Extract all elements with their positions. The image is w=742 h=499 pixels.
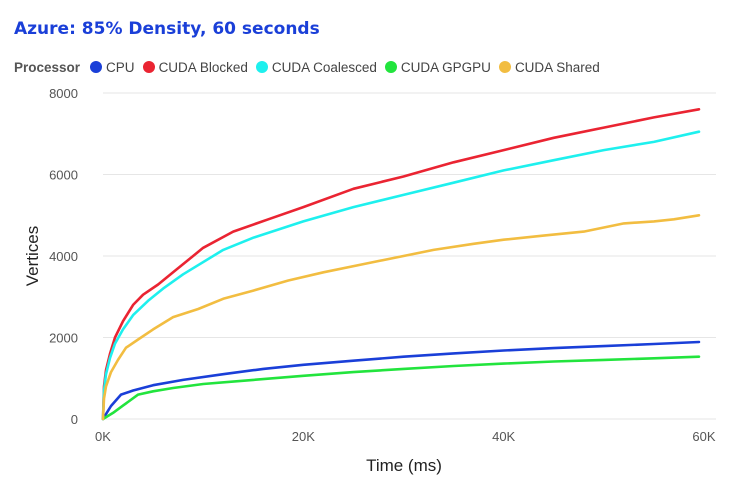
legend-label-cuda-blocked: CUDA Blocked <box>158 59 248 75</box>
gridlines <box>103 92 716 420</box>
x-tick-label: 20K <box>292 429 315 444</box>
y-tick-label: 0 <box>71 412 78 427</box>
series-line-cuda-blocked <box>101 108 701 421</box>
series-line-cuda-coalesced <box>101 130 701 421</box>
legend-label-cpu: CPU <box>106 59 135 75</box>
y-axis-ticks: 0 2000 4000 6000 8000 <box>49 86 78 427</box>
legend-label-cuda-gpgpu: CUDA GPGPU <box>400 59 491 75</box>
legend-swatch-cuda-coalesced <box>255 61 268 73</box>
series-lines <box>101 108 701 421</box>
y-axis-label: Vertices <box>23 226 42 286</box>
x-tick-label: 60K <box>692 429 715 444</box>
legend-items: CPU CUDA Blocked CUDA Coalesced CUDA GPGPU C… <box>90 60 608 75</box>
legend: Processor CPU CUDA Blocked CUDA Coalesced C… <box>14 58 608 76</box>
y-tick-label: 4000 <box>49 249 78 264</box>
series-line-cuda-shared <box>101 214 701 421</box>
legend-swatch-cuda-gpgpu <box>384 61 397 73</box>
series-line-cpu <box>101 340 701 421</box>
y-tick-label: 2000 <box>49 331 78 346</box>
chart-title: Azure: 85% Density, 60 seconds <box>14 19 320 39</box>
legend-swatch-cpu <box>90 61 103 73</box>
legend-swatch-cuda-blocked <box>142 61 155 73</box>
series-line-cuda-gpgpu <box>101 355 701 421</box>
legend-label-cuda-shared: CUDA Shared <box>514 59 600 75</box>
x-axis-ticks: 0K 20K 40K 60K <box>95 429 716 444</box>
legend-item-cuda-blocked[interactable]: CUDA Blocked <box>142 59 248 75</box>
x-axis-label: Time (ms) <box>366 456 442 475</box>
legend-label-cuda-coalesced: CUDA Coalesced <box>271 59 377 75</box>
x-tick-label: 40K <box>492 429 515 444</box>
legend-item-cuda-coalesced[interactable]: CUDA Coalesced <box>255 59 377 75</box>
legend-swatch-cuda-shared <box>498 61 511 73</box>
legend-item-cuda-gpgpu[interactable]: CUDA GPGPU <box>384 59 491 75</box>
legend-title: Processor <box>14 59 81 75</box>
legend-item-cuda-shared[interactable]: CUDA Shared <box>498 59 600 75</box>
y-tick-label: 8000 <box>49 86 78 101</box>
legend-item-cpu[interactable]: CPU <box>90 60 135 75</box>
y-tick-label: 6000 <box>49 168 78 183</box>
x-tick-label: 0K <box>95 429 111 444</box>
